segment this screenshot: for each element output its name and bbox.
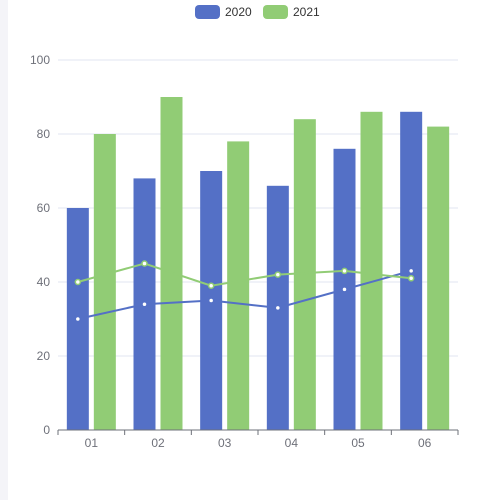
y-tick-label-20: 20 bbox=[37, 349, 51, 363]
line-point-2021-02 bbox=[141, 260, 148, 267]
line-point-2020-01 bbox=[74, 315, 82, 323]
legend-item-2021[interactable]: 2021 bbox=[263, 5, 320, 19]
line-point-2021-05 bbox=[341, 267, 348, 275]
grid bbox=[58, 59, 458, 357]
x-tick-label-02: 02 bbox=[151, 436, 165, 450]
x-axis: 01 02 03 04 05 06 bbox=[57, 429, 459, 450]
y-tick-label-100: 100 bbox=[30, 53, 50, 67]
x-tick-label-04: 04 bbox=[285, 436, 299, 450]
legend-label-2021: 2021 bbox=[293, 5, 320, 19]
line-series-2021 bbox=[77, 262, 412, 287]
line-point-2020-05 bbox=[341, 286, 348, 293]
line-point-2020-02 bbox=[141, 300, 148, 308]
line-point-2021-01 bbox=[74, 278, 82, 286]
x-tick-label-06: 06 bbox=[418, 436, 432, 450]
legend-swatch-2020 bbox=[195, 5, 220, 19]
line-point-2021-06 bbox=[407, 275, 415, 282]
bar-2021-02 bbox=[160, 97, 183, 430]
bar-2021-05 bbox=[360, 111, 383, 431]
x-tick-label-03: 03 bbox=[218, 436, 232, 450]
x-tick-label-01: 01 bbox=[85, 436, 99, 450]
bar-2021-01 bbox=[93, 134, 116, 430]
line-series-2020 bbox=[77, 269, 412, 320]
bars bbox=[66, 97, 450, 431]
legend-item-2020[interactable]: 2020 bbox=[195, 5, 252, 19]
line-point-2020-04 bbox=[274, 304, 282, 312]
line-point-2021-03 bbox=[207, 282, 215, 289]
line-point-2021-04 bbox=[274, 271, 282, 278]
y-tick-label-60: 60 bbox=[37, 201, 51, 215]
legend-swatch-2021 bbox=[263, 5, 288, 19]
x-tick-label-05: 05 bbox=[351, 436, 365, 450]
y-tick-label-80: 80 bbox=[37, 127, 51, 141]
legend[interactable]: 2020 2021 bbox=[195, 5, 320, 19]
y-axis: 0 20 40 60 80 100 bbox=[30, 53, 50, 437]
lines bbox=[74, 260, 415, 323]
bar-2021-04 bbox=[293, 119, 316, 430]
line-point-2020-03 bbox=[207, 297, 215, 304]
legend-label-2020: 2020 bbox=[225, 5, 252, 19]
y-tick-label-0: 0 bbox=[43, 423, 50, 437]
bar-2021-03 bbox=[227, 141, 250, 430]
y-tick-label-40: 40 bbox=[37, 275, 51, 289]
bar-2021-06 bbox=[427, 126, 450, 430]
line-point-2020-06 bbox=[407, 267, 415, 275]
left-sidebar-strip bbox=[0, 0, 8, 500]
